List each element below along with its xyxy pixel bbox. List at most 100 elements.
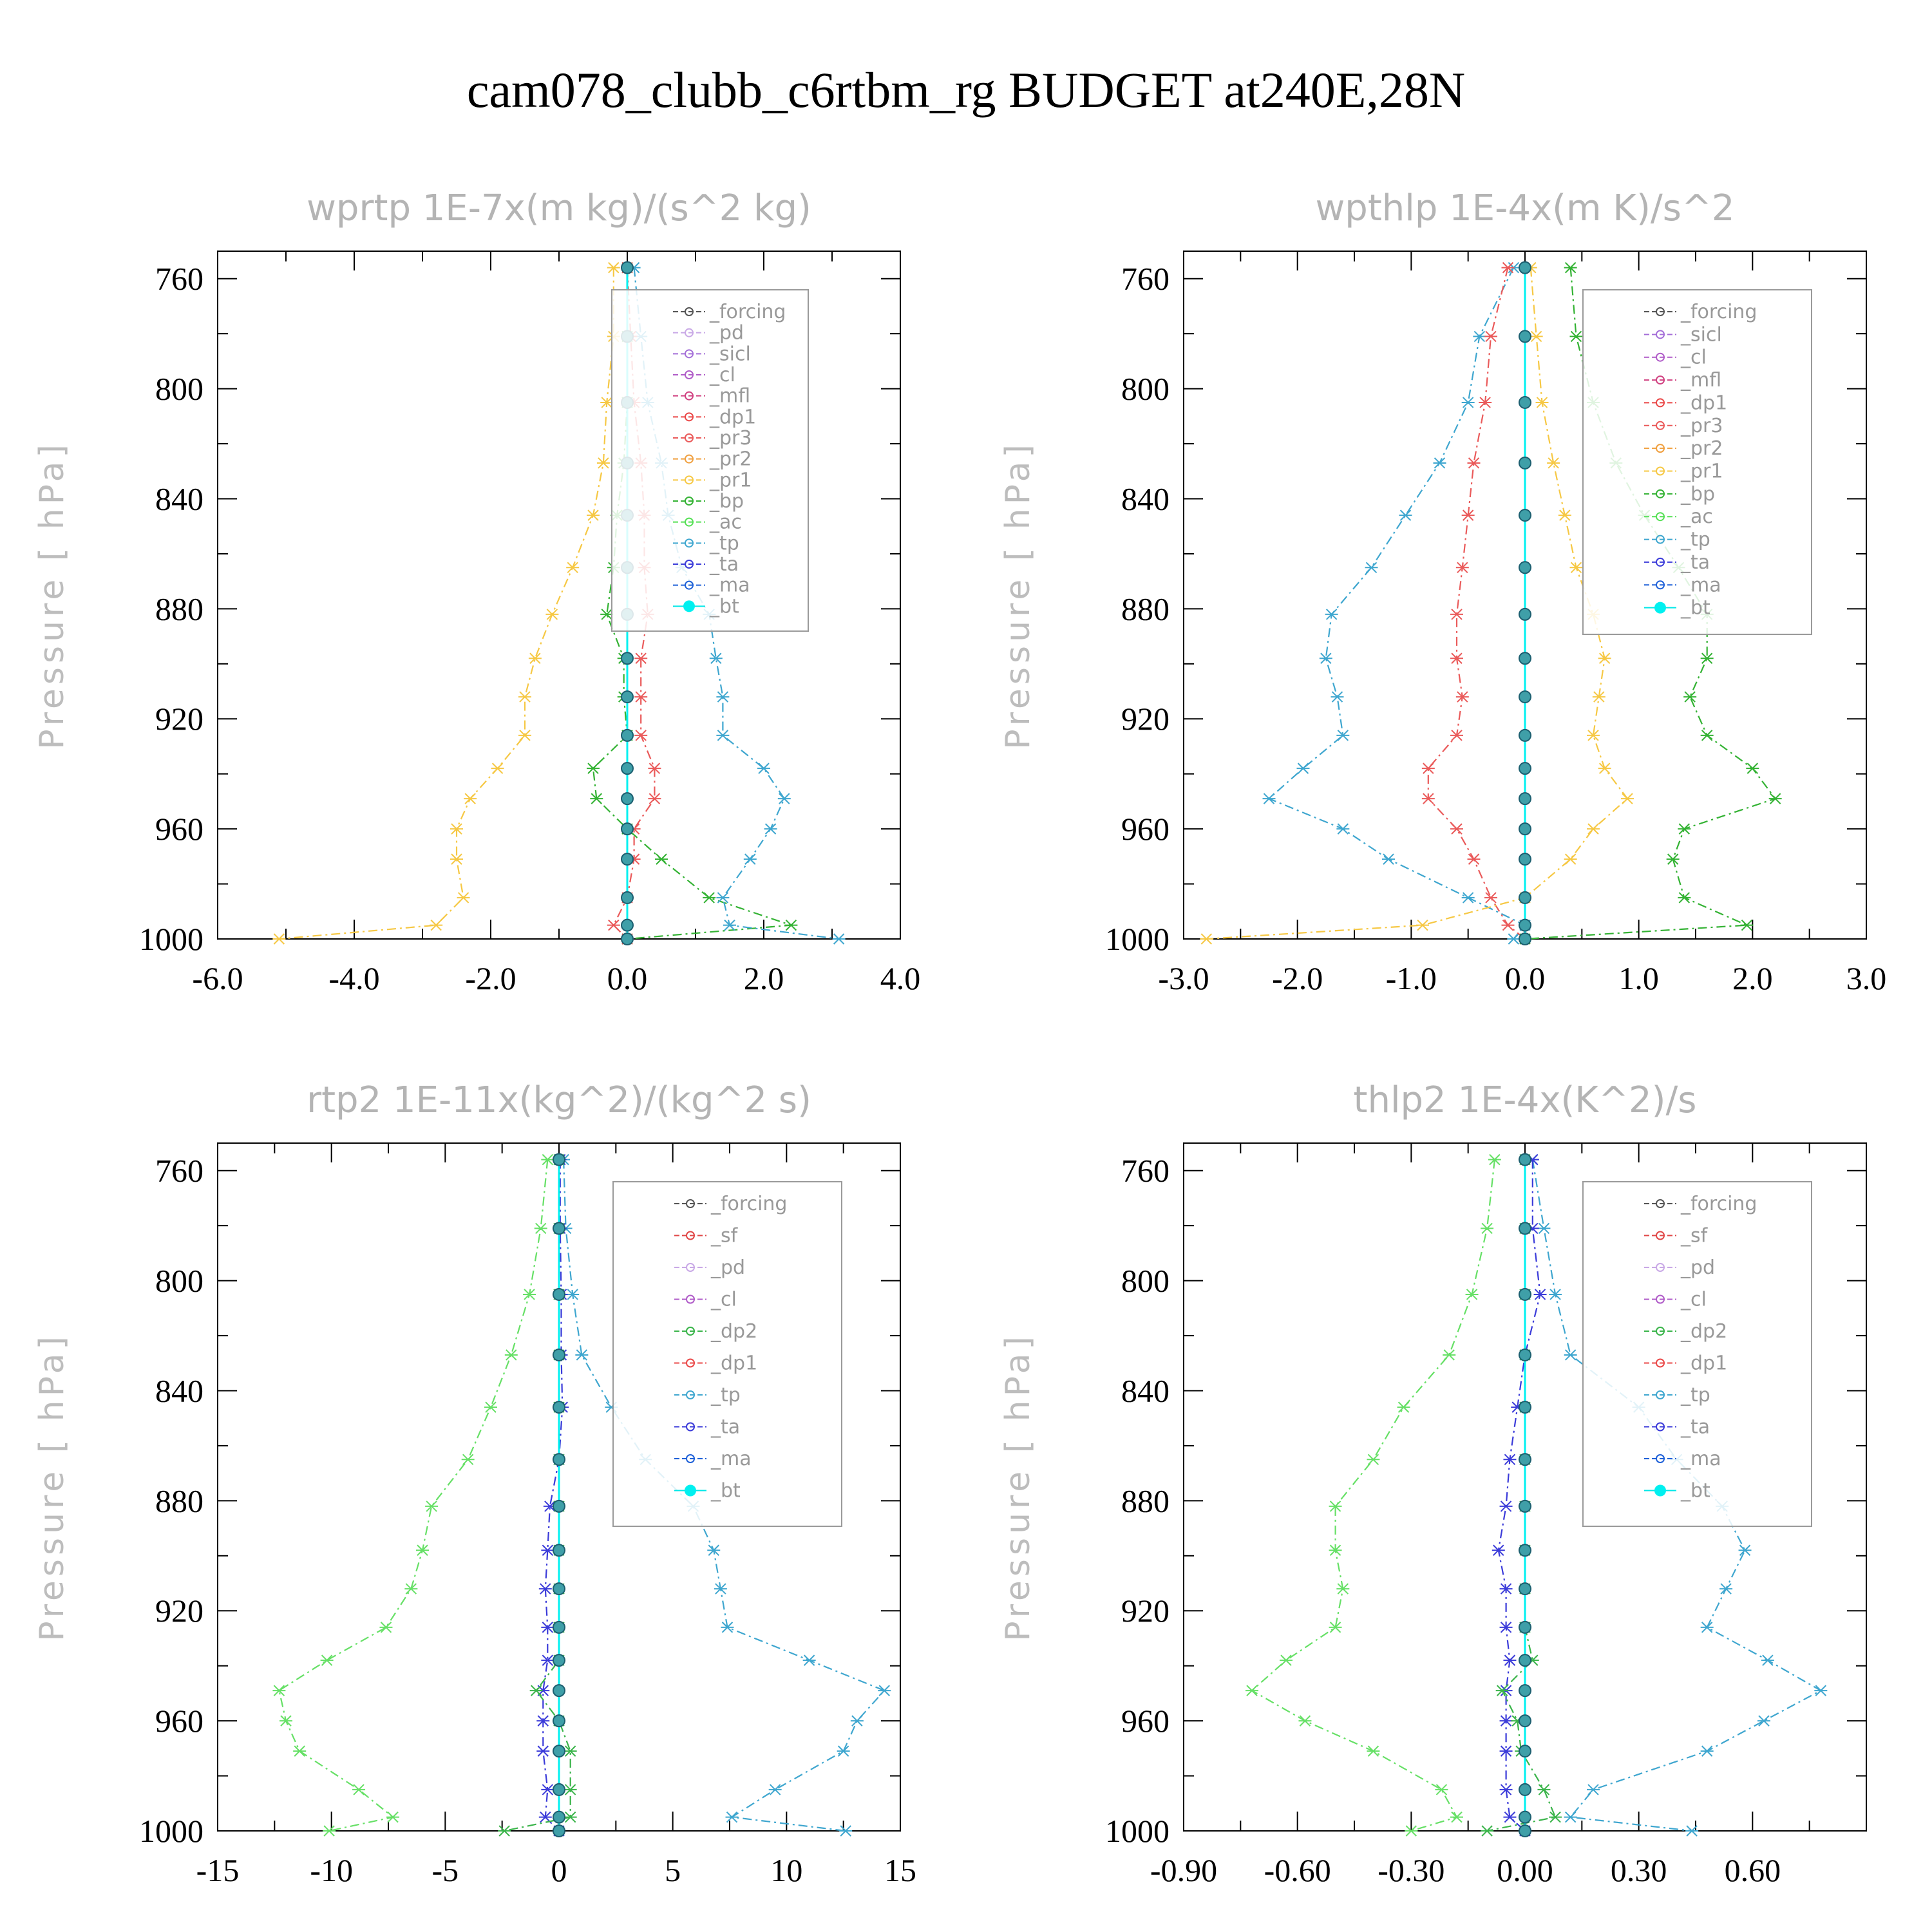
data-point_dp1 (541, 1153, 554, 1166)
data-point_pr1 (566, 562, 580, 573)
legend-marker (686, 1390, 695, 1399)
data-point_pr3 (634, 691, 648, 703)
x-tick-label: -10 (310, 1852, 353, 1888)
legend-marker (1656, 352, 1665, 362)
y-tick-label: 880 (1121, 1482, 1170, 1519)
data-point_bt (1519, 509, 1531, 522)
legend-marker (1656, 512, 1665, 522)
data-point_pr3 (1501, 261, 1515, 274)
data-point_dp2 (1495, 1685, 1509, 1696)
data-point_bt (1519, 1783, 1531, 1796)
x-tick-label: 10 (770, 1852, 802, 1888)
legend-label: _sf (710, 1225, 739, 1247)
data-point_ta (1533, 1289, 1547, 1300)
data-point_pr3 (1484, 330, 1497, 343)
data-point_bt (621, 792, 634, 806)
data-point_dp1 (1465, 1289, 1479, 1300)
data-point_bp (1700, 652, 1714, 664)
data-point_pr3 (648, 793, 661, 804)
x-tick-label: 0.0 (607, 960, 648, 996)
data-point_tp (707, 1544, 721, 1556)
legend-label: _mfl (1680, 369, 1721, 392)
data-point_bp (1678, 892, 1691, 904)
legend-label: _ma (1680, 574, 1721, 596)
y-tick-label: 760 (1121, 1153, 1170, 1189)
data-point_bt (553, 1544, 565, 1557)
series-line_pr1 (279, 267, 614, 940)
data-point_dp1 (416, 1544, 429, 1556)
data-point_pr3 (634, 730, 648, 741)
data-point_bt (1519, 1684, 1531, 1698)
data-point_bt (1519, 1499, 1531, 1513)
data-point_pr1 (607, 261, 620, 274)
data-point_bt (1519, 918, 1531, 932)
legend-marker (1656, 1231, 1665, 1240)
data-point_ta (1499, 1715, 1513, 1727)
data-point_pr3 (1455, 562, 1469, 573)
data-point_bt (1519, 690, 1531, 704)
x-tick-label: 0.00 (1497, 1852, 1553, 1888)
legend-label: _cl (710, 1289, 737, 1311)
data-point_tp (1564, 1811, 1577, 1823)
data-point_dp1 (379, 1622, 393, 1633)
data-point_ta (1503, 1811, 1517, 1823)
data-point_pr3 (1421, 762, 1435, 774)
data-point_bp (1740, 919, 1754, 931)
data-point_bt (621, 652, 634, 665)
data-point_pr3 (1455, 691, 1469, 703)
data-point_ta (536, 1745, 550, 1757)
legend-marker (686, 1422, 695, 1432)
data-point_ta (541, 1544, 554, 1556)
legend-marker (1656, 421, 1665, 430)
data-point_bp (1700, 730, 1714, 741)
data-point_dp2 (1537, 1784, 1551, 1795)
data-point_bt (1519, 1654, 1531, 1667)
data-point_bp (1678, 823, 1691, 835)
panel-1: wprtp 1E-7x(m kg)/(s^2 kg) Pressure [ hPa… (33, 187, 920, 996)
data-point_tp (1757, 1715, 1770, 1727)
legend-label: _bp (1680, 483, 1715, 506)
data-point_pr1 (491, 762, 504, 774)
data-point_dp1 (386, 1811, 400, 1823)
legend-label: _pr2 (709, 448, 752, 471)
data-point_dp1 (484, 1401, 497, 1413)
legend-marker (686, 1358, 695, 1368)
data-point_tp (1564, 1349, 1577, 1361)
legend: _forcing_pd_sicl_cl_mfl_dp1_pr3_pr2_pr1_… (611, 289, 809, 632)
data-point_tp (716, 730, 730, 741)
x-tick-label: 2.0 (1732, 960, 1773, 996)
data-point_pr1 (450, 853, 463, 865)
series-line_dp2 (1486, 1159, 1557, 1832)
y-tick-label: 760 (155, 1153, 204, 1189)
legend-marker (1654, 601, 1666, 614)
x-tick-label: -3.0 (1158, 960, 1209, 996)
data-point_bt (1519, 1222, 1531, 1235)
data-point_ta (1499, 1784, 1513, 1795)
data-point_tp (1738, 1544, 1752, 1556)
legend-marker (1656, 1199, 1665, 1208)
y-tick-label: 960 (1121, 811, 1170, 847)
data-point_pr1 (1569, 562, 1583, 573)
data-point_bt (1519, 1453, 1531, 1466)
data-point_ta (1492, 1544, 1505, 1556)
data-point_dp2 (1549, 1811, 1562, 1823)
x-tick-label: -0.60 (1264, 1852, 1331, 1888)
legend-marker (685, 307, 694, 316)
data-point_ta (536, 1715, 550, 1727)
data-point_dp1 (272, 1685, 286, 1696)
data-point_dp1 (504, 1349, 518, 1361)
data-point_bt (553, 1714, 565, 1728)
data-point_pr1 (596, 457, 610, 469)
legend-label: _tp (1680, 529, 1710, 551)
data-point_bp (1569, 330, 1583, 343)
data-point_bt (621, 891, 634, 904)
y-tick-label: 800 (155, 1263, 204, 1299)
data-point_pr1 (1530, 330, 1543, 343)
x-tick-label: 0.0 (1505, 960, 1546, 996)
data-point_tp (1461, 397, 1475, 408)
data-point_bp (784, 919, 798, 931)
legend-label: _pr1 (709, 469, 752, 491)
legend-marker (686, 1231, 695, 1240)
data-point_dp2 (529, 1685, 543, 1696)
